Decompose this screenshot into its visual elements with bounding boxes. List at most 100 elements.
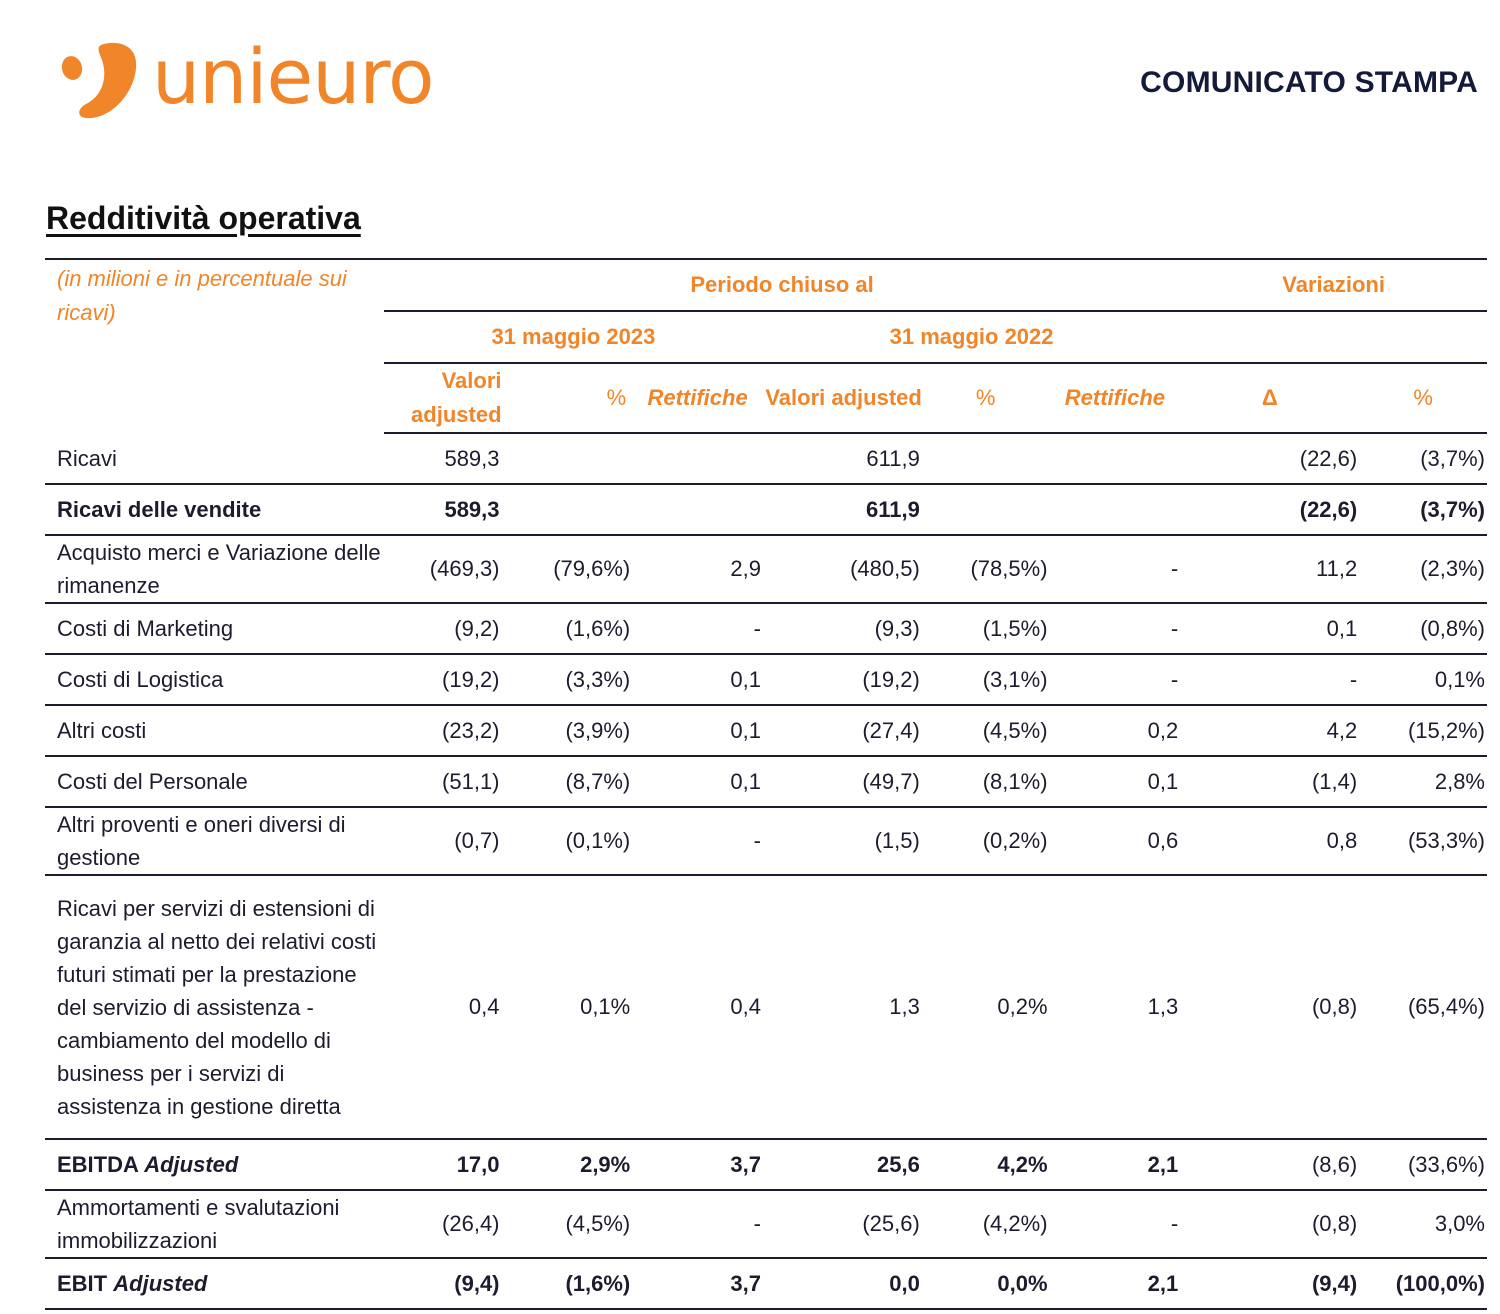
table-row: Altri proventi e oneri diversi di gestio… xyxy=(45,807,1487,876)
cell: 17,0 xyxy=(383,1139,502,1191)
date-2023-header: 31 maggio 2023 xyxy=(383,311,763,364)
row-label: Acquisto merci e Variazione delle rimane… xyxy=(45,535,384,604)
cell xyxy=(921,433,1050,485)
cell: (78,5%) xyxy=(921,535,1050,604)
cell: (1,5) xyxy=(762,807,922,876)
cell: 0,1 xyxy=(1180,603,1360,655)
cell: (1,4) xyxy=(1180,756,1360,808)
cell: 0,4 xyxy=(383,875,502,1140)
cell: (4,2%) xyxy=(921,1190,1050,1259)
cell: 0,1 xyxy=(632,654,763,706)
cell: (19,2) xyxy=(383,654,502,706)
row-label: Ricavi per servizi di estensioni di gara… xyxy=(45,875,384,1140)
cell: (51,1) xyxy=(383,756,502,808)
cell: - xyxy=(1049,535,1181,604)
cell: (0,2%) xyxy=(921,807,1050,876)
col-adjusted-2022: Valori adjusted xyxy=(762,363,922,434)
cell: (0,8) xyxy=(1180,875,1360,1140)
cell: (9,2) xyxy=(383,603,502,655)
cell: (15,2%) xyxy=(1359,705,1487,757)
cell: (22,6) xyxy=(1180,484,1360,536)
cell: (33,6%) xyxy=(1359,1139,1487,1191)
col-delta-pct: % xyxy=(1359,363,1487,434)
cell: - xyxy=(632,1190,763,1259)
cell: (26,4) xyxy=(383,1190,502,1259)
cell: (3,1%) xyxy=(921,654,1050,706)
cell: 2,9% xyxy=(501,1139,633,1191)
cell: - xyxy=(1049,603,1181,655)
table-row: Ricavi delle vendite 589,3 611,9 (22,6) … xyxy=(45,484,1487,536)
row-label: Ammortamenti e svalutazioni immobilizzaz… xyxy=(45,1190,384,1259)
cell: 4,2 xyxy=(1180,705,1360,757)
cell: (0,8) xyxy=(1180,1190,1360,1259)
cell: (79,6%) xyxy=(501,535,633,604)
unieuro-logo-mark-icon xyxy=(61,42,137,119)
row-label: EBIT Adjusted xyxy=(45,1258,384,1310)
cell: 0,1% xyxy=(1359,654,1487,706)
cell: (23,2) xyxy=(383,705,502,757)
cell: 0,4 xyxy=(632,875,763,1140)
cell: (53,3%) xyxy=(1359,807,1487,876)
cell: (9,4) xyxy=(383,1258,502,1310)
cell: 0,8 xyxy=(1180,807,1360,876)
cell: - xyxy=(1049,654,1181,706)
cell: (25,6) xyxy=(762,1190,922,1259)
table-row: Ricavi per servizi di estensioni di gara… xyxy=(45,875,1487,1140)
col-pct-2022: % xyxy=(921,363,1050,434)
cell: (1,5%) xyxy=(921,603,1050,655)
cell: 3,7 xyxy=(632,1139,763,1191)
cell: 25,6 xyxy=(762,1139,922,1191)
table-row: Costi di Marketing (9,2) (1,6%) - (9,3) … xyxy=(45,603,1487,655)
cell: 1,3 xyxy=(1049,875,1181,1140)
cell: (469,3) xyxy=(383,535,502,604)
cell xyxy=(1049,484,1181,536)
row-label: Altri costi xyxy=(45,705,384,757)
cell: 2,8% xyxy=(1359,756,1487,808)
cell: (3,3%) xyxy=(501,654,633,706)
table-row: EBIT Adjusted (9,4) (1,6%) 3,7 0,0 0,0% … xyxy=(45,1258,1487,1310)
cell: - xyxy=(1049,1190,1181,1259)
cell: 0,6 xyxy=(1049,807,1181,876)
row-label: Costi di Logistica xyxy=(45,654,384,706)
cell: 589,3 xyxy=(383,484,502,536)
table-row: Ammortamenti e svalutazioni immobilizzaz… xyxy=(45,1190,1487,1259)
cell xyxy=(501,433,633,485)
cell xyxy=(1049,433,1181,485)
col-pct-2023: % xyxy=(501,363,633,434)
cell: 1,3 xyxy=(762,875,922,1140)
section-title: Redditività operativa xyxy=(46,200,361,236)
cell: 0,1 xyxy=(632,756,763,808)
press-release-label: COMUNICATO STAMPA xyxy=(1140,66,1478,99)
cell: (3,7%) xyxy=(1359,484,1487,536)
cell: 11,2 xyxy=(1180,535,1360,604)
date-2022-header: 31 maggio 2022 xyxy=(762,311,1181,364)
cell: 2,1 xyxy=(1049,1139,1181,1191)
cell: (0,8%) xyxy=(1359,603,1487,655)
cell xyxy=(632,484,763,536)
cell: (9,3) xyxy=(762,603,922,655)
table-row: Acquisto merci e Variazione delle rimane… xyxy=(45,535,1487,604)
cell: (8,1%) xyxy=(921,756,1050,808)
row-label: Ricavi delle vendite xyxy=(45,484,384,536)
unit-note: (in milioni e in percentuale sui ricavi) xyxy=(57,266,347,325)
table-row: EBITDA Adjusted 17,0 2,9% 3,7 25,6 4,2% … xyxy=(45,1139,1487,1191)
cell: (0,1%) xyxy=(501,807,633,876)
cell: (65,4%) xyxy=(1359,875,1487,1140)
cell: (22,6) xyxy=(1180,433,1360,485)
operating-profitability-table: (in milioni e in percentuale sui ricavi)… xyxy=(45,258,1487,1310)
table-row: Ricavi 589,3 611,9 (22,6) (3,7%) xyxy=(45,433,1487,485)
cell: (27,4) xyxy=(762,705,922,757)
cell: 2,1 xyxy=(1049,1258,1181,1310)
logo-wordmark: unieuro xyxy=(152,32,434,121)
unieuro-logo: unieuro xyxy=(58,32,434,126)
cell: (1,6%) xyxy=(501,603,633,655)
col-adjusted-2023: Valori adjusted xyxy=(383,363,502,434)
variations-header: Variazioni xyxy=(1180,260,1487,312)
cell: 3,0% xyxy=(1359,1190,1487,1259)
table-row: Costi del Personale (51,1) (8,7%) 0,1 (4… xyxy=(45,756,1487,808)
cell: (49,7) xyxy=(762,756,922,808)
cell: 611,9 xyxy=(762,433,922,485)
cell: 3,7 xyxy=(632,1258,763,1310)
cell: (8,7%) xyxy=(501,756,633,808)
cell: (2,3%) xyxy=(1359,535,1487,604)
